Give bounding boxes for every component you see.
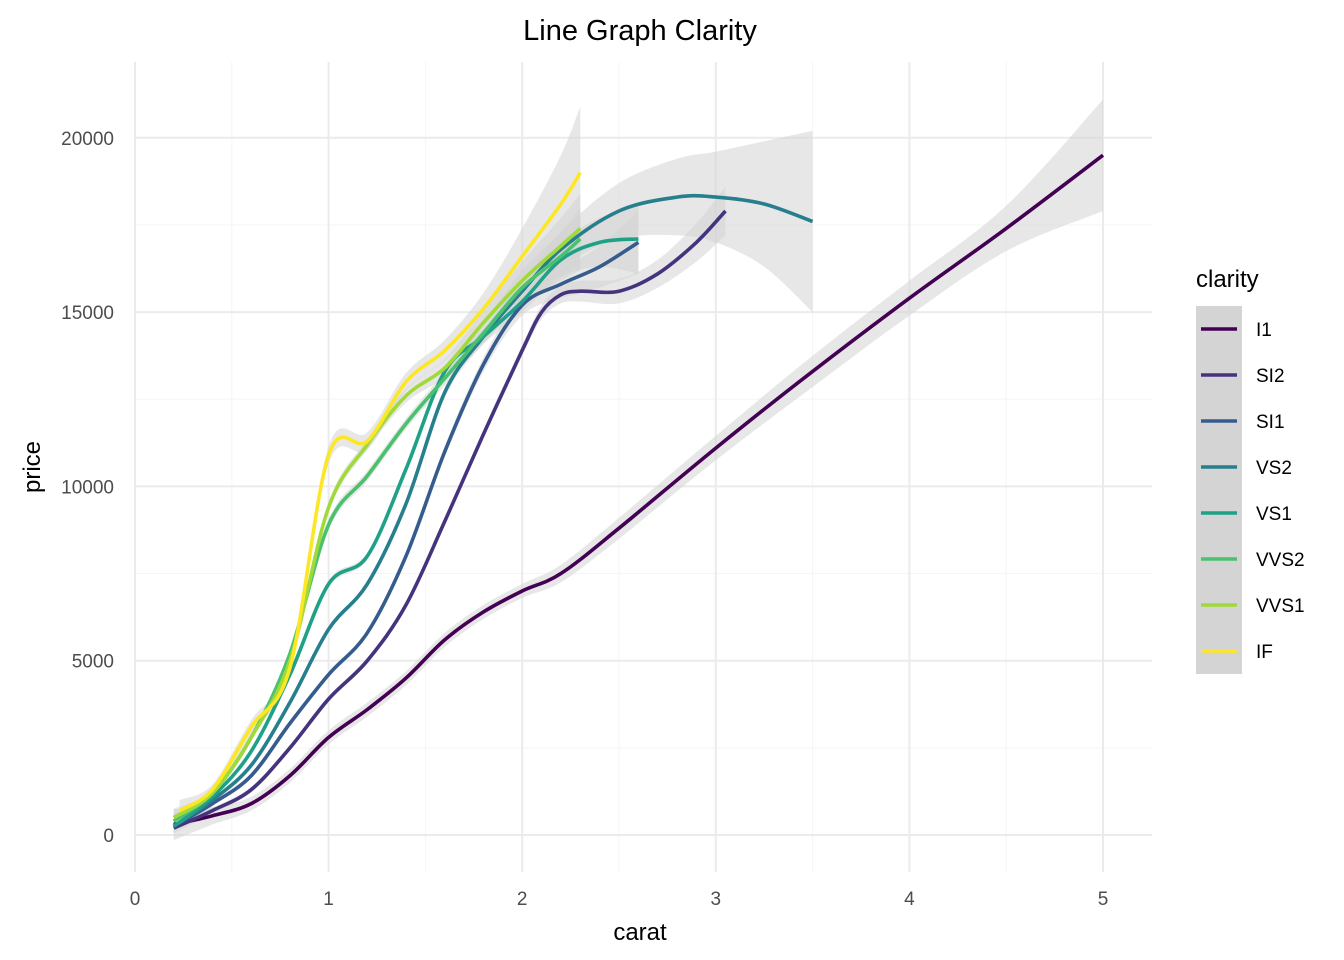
y-tick-label: 20000 (61, 129, 114, 150)
y-axis-ticks: 0 5000 10000 15000 20000 (61, 129, 114, 847)
series-line-if (178, 171, 582, 813)
chart-title: Line Graph Clarity (523, 15, 757, 47)
legend-keys: I1 SI2 SI1 VS2 VS1 VVS2 VVS1 IF (1196, 306, 1305, 674)
legend: clarity I1 SI2 SI1 VS2 VS1 VVS2 VVS1 IF (1196, 266, 1305, 674)
legend-label-si1: SI1 (1256, 412, 1285, 433)
series-lines (172, 153, 1105, 830)
gridlines (134, 62, 1152, 872)
series-line-vs2 (172, 193, 814, 828)
legend-label-si2: SI2 (1256, 366, 1285, 387)
y-tick-label: 0 (103, 826, 114, 847)
x-tick-label: 2 (517, 889, 528, 910)
series-line-vvs2 (172, 237, 582, 823)
y-tick-label: 10000 (61, 477, 114, 498)
x-tick-label: 5 (1098, 889, 1109, 910)
y-tick-label: 5000 (72, 652, 114, 673)
x-axis-title: carat (613, 919, 667, 946)
legend-label-vvs2: VVS2 (1256, 550, 1305, 571)
y-tick-label: 15000 (61, 303, 114, 324)
x-tick-label: 1 (323, 889, 334, 910)
series-line-vs1 (172, 237, 639, 828)
x-axis-ticks: 0 1 2 3 4 5 (130, 889, 1109, 910)
confidence-band-si1 (173, 211, 639, 832)
legend-label-i1: I1 (1256, 320, 1272, 341)
y-axis-title: price (19, 441, 46, 493)
series-line-si2 (172, 209, 727, 830)
legend-label-vs2: VS2 (1256, 458, 1292, 479)
confidence-bands (173, 99, 1103, 841)
legend-title: clarity (1196, 266, 1259, 293)
legend-label-vs1: VS1 (1256, 504, 1292, 525)
series-line-i1 (173, 153, 1105, 827)
x-tick-label: 0 (130, 889, 141, 910)
x-tick-label: 4 (904, 889, 915, 910)
series-line-vvs1 (172, 227, 582, 820)
legend-label-if: IF (1256, 642, 1273, 663)
series-line-si1 (172, 240, 640, 828)
x-tick-label: 3 (711, 889, 722, 910)
legend-label-vvs1: VVS1 (1256, 596, 1305, 617)
